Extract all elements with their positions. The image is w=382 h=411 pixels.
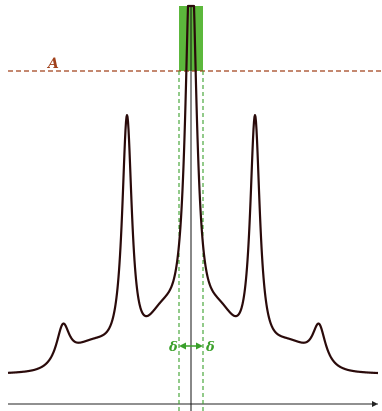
- threshold-label: A: [46, 56, 59, 72]
- delta-label-left: δ: [168, 340, 178, 355]
- spectrum-curve: [7, 4, 379, 375]
- x-axis-arrow-icon: [372, 401, 378, 407]
- delta-arrow-right-icon: [196, 342, 203, 350]
- delta-label-right: δ: [205, 340, 215, 355]
- delta-arrow-left-icon: [179, 342, 186, 350]
